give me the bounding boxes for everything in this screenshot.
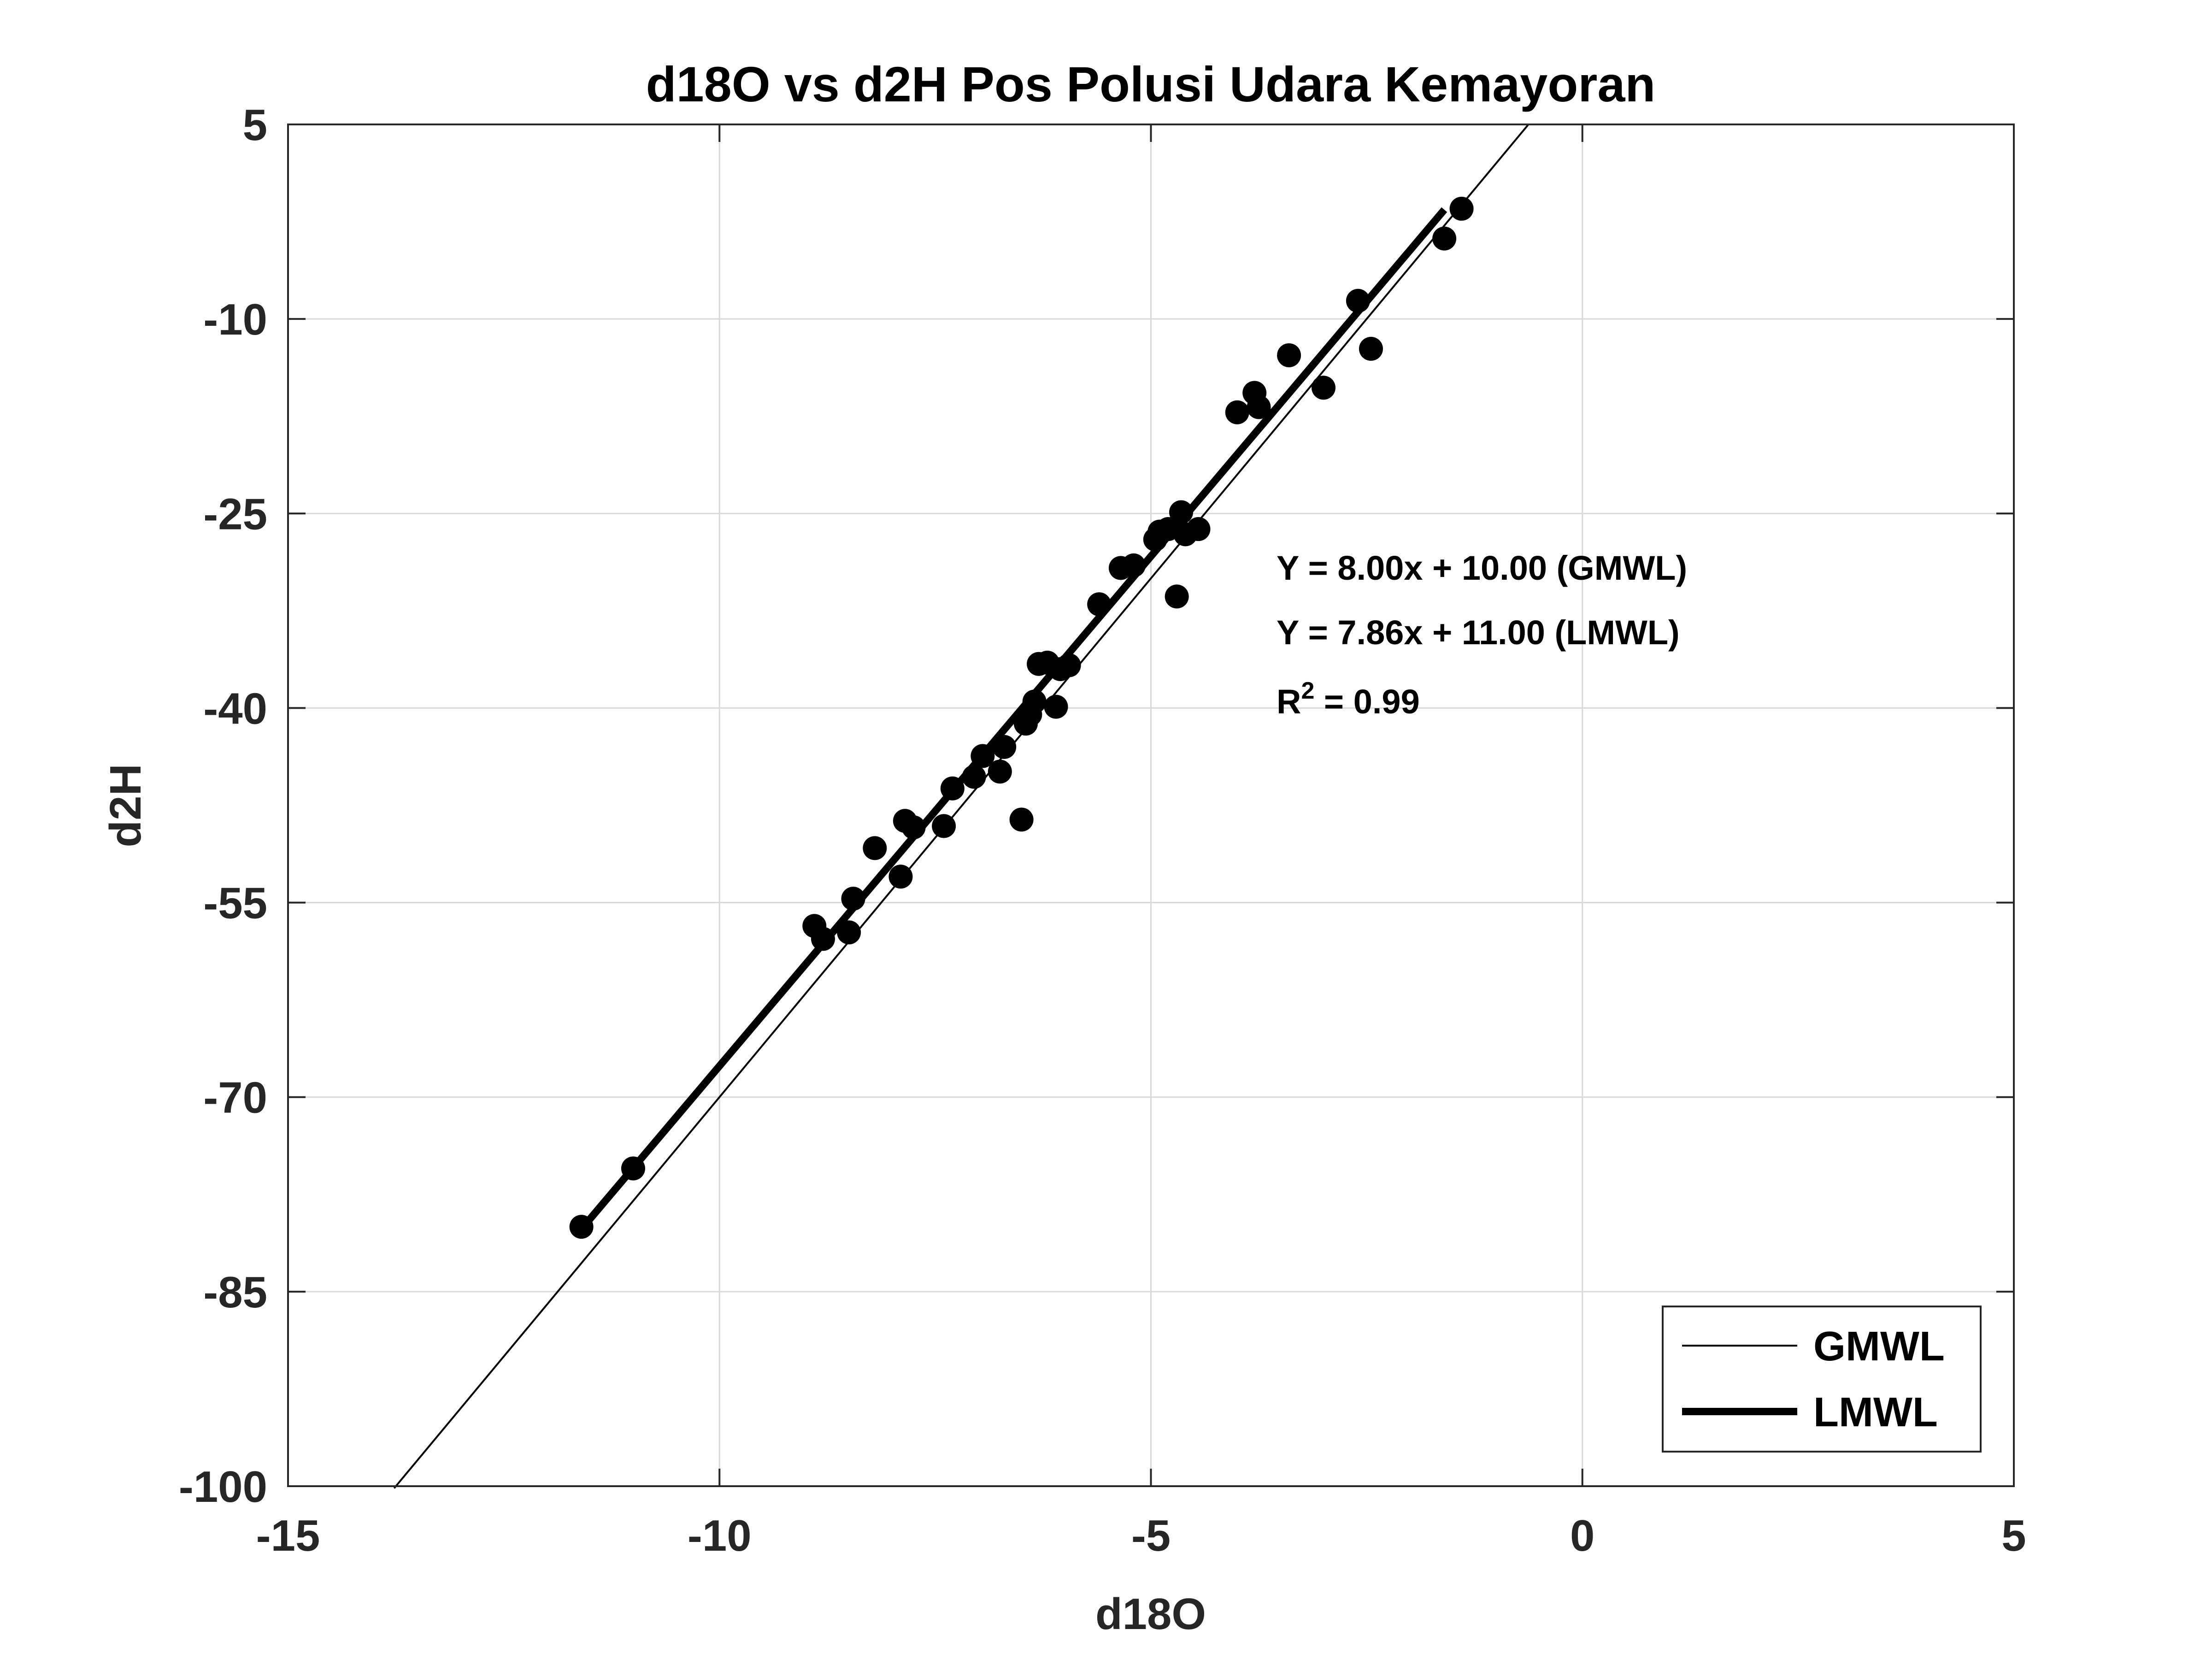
y-tick-label: -85 — [203, 1268, 267, 1317]
y-tick-label: -55 — [203, 879, 267, 928]
data-point — [1346, 288, 1370, 313]
data-point — [863, 836, 887, 860]
y-tick-label: -25 — [203, 489, 267, 539]
y-tick-labels: -100 -85 -70 -55 -40 -25 -10 5 — [179, 100, 267, 1512]
equation-annotation: R2 = 0.99 — [1277, 677, 1420, 721]
grid — [288, 124, 2014, 1486]
data-point — [940, 776, 965, 800]
chart-title: d18O vs d2H Pos Polusi Udara Kemayoran — [646, 56, 1656, 112]
x-tick-label: 5 — [2001, 1511, 2026, 1560]
data-point — [1432, 226, 1457, 251]
data-point — [1449, 196, 1474, 221]
legend-box — [1662, 1306, 1982, 1453]
data-point — [837, 920, 861, 945]
x-axis-label: d18O — [1095, 1589, 1206, 1639]
data-point — [1009, 807, 1034, 832]
x-tick-label: -5 — [1131, 1511, 1171, 1560]
y-axis-label: d2H — [101, 764, 150, 847]
y-tick-label: -100 — [179, 1462, 267, 1512]
x-tick-label: -10 — [688, 1511, 752, 1560]
data-point — [992, 735, 1017, 759]
data-point — [901, 815, 926, 840]
legend-label-lmwl: LMWL — [1813, 1389, 1938, 1435]
series-line-gmwl — [393, 124, 1529, 1489]
data-points — [569, 196, 1474, 1239]
data-point — [1247, 395, 1271, 419]
data-point — [971, 744, 995, 768]
equation-annotation: Y = 7.86x + 11.00 (LMWL) — [1277, 613, 1680, 652]
equation-annotation: Y = 8.00x + 10.00 (GMWL) — [1277, 549, 1687, 587]
data-point — [1225, 400, 1249, 424]
data-point — [962, 765, 986, 789]
data-point — [569, 1215, 594, 1239]
data-point — [1359, 336, 1383, 361]
data-point — [1122, 553, 1146, 577]
data-point — [841, 887, 865, 911]
x-tick-label: -15 — [256, 1511, 320, 1560]
y-tick-label: -70 — [203, 1073, 267, 1123]
annotations: Y = 8.00x + 10.00 (GMWL) Y = 7.86x + 11.0… — [1277, 549, 1687, 721]
legend-label-gmwl: GMWL — [1813, 1324, 1945, 1370]
data-point — [1165, 584, 1189, 609]
y-tick-label: -40 — [203, 684, 267, 733]
y-tick-label: 5 — [243, 100, 267, 150]
series-lines — [393, 124, 1529, 1489]
data-point — [1044, 694, 1068, 719]
x-tick-label: 0 — [1570, 1511, 1594, 1560]
legend: GMWL LMWL — [1662, 1306, 1982, 1453]
data-point — [1186, 517, 1211, 541]
data-point — [1277, 343, 1301, 367]
y-tick-label: -10 — [203, 295, 267, 344]
data-point — [621, 1156, 645, 1181]
data-point — [1312, 376, 1335, 400]
data-point — [1087, 592, 1112, 617]
data-point — [1057, 653, 1081, 677]
data-point — [888, 865, 913, 889]
x-tick-labels: -15 -10 -5 0 5 — [256, 1511, 2026, 1560]
data-point — [1022, 689, 1047, 714]
axis-ticks — [287, 124, 2015, 1487]
data-point — [932, 814, 956, 838]
data-point — [1169, 500, 1194, 524]
data-point — [811, 927, 835, 951]
data-point — [988, 759, 1012, 784]
series-line-lmwl — [578, 207, 1447, 1232]
